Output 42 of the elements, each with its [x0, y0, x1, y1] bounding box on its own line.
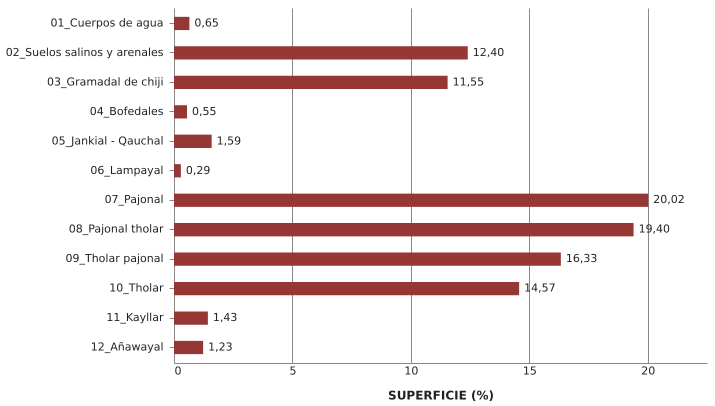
- y-tick-label: 07_Pajonal: [104, 193, 164, 206]
- data-label: 14,57: [524, 282, 556, 295]
- y-tick-label: 05_Jankial - Qauchal: [52, 134, 164, 148]
- data-label: 12,40: [472, 46, 504, 59]
- data-label: 11,55: [452, 75, 484, 88]
- bar: [174, 76, 448, 90]
- y-tick-label: 02_Suelos salinos y arenales: [6, 46, 164, 59]
- x-tick-label: 20: [641, 364, 656, 378]
- data-label: 0,65: [194, 16, 219, 30]
- y-tick-label: 12_Añawayal: [90, 340, 164, 354]
- data-label: 20,02: [653, 193, 685, 206]
- bar: [174, 223, 634, 236]
- bar: [174, 194, 648, 207]
- y-tick-label: 09_Tholar pajonal: [65, 252, 164, 266]
- data-label: 1,59: [216, 134, 242, 148]
- data-label: 16,33: [566, 252, 598, 266]
- data-label: 19,40: [638, 222, 670, 236]
- bar: [174, 340, 204, 354]
- data-label: 1,43: [212, 311, 238, 324]
- y-tick-label: 11_Kayllar: [106, 311, 164, 324]
- bar: [174, 16, 190, 30]
- x-tick-label: 0: [174, 364, 182, 378]
- data-label: 0,55: [192, 104, 217, 118]
- x-tick-label: 10: [404, 364, 418, 378]
- bar: [174, 311, 208, 325]
- bar: [174, 252, 561, 266]
- y-tick-label: 03_Gramadal de chiji: [47, 75, 164, 88]
- bar: [174, 134, 212, 148]
- x-axis-title: SUPERFICIE (%): [388, 388, 494, 402]
- y-tick-label: 10_Tholar: [109, 282, 164, 295]
- y-tick-label: 06_Lampayal: [90, 164, 164, 177]
- y-tick-label: 01_Cuerpos de agua: [50, 16, 164, 30]
- x-tick-label: 5: [289, 364, 296, 378]
- bar: [174, 46, 468, 60]
- x-tick-label: 15: [522, 364, 537, 378]
- data-label: 1,23: [208, 340, 233, 354]
- data-label: 0,29: [186, 164, 210, 177]
- bar: [174, 105, 188, 118]
- bar: [174, 164, 181, 178]
- bar: [174, 282, 520, 296]
- y-tick-label: 08_Pajonal tholar: [68, 222, 164, 236]
- y-tick-label: 04_Bofedales: [90, 104, 164, 118]
